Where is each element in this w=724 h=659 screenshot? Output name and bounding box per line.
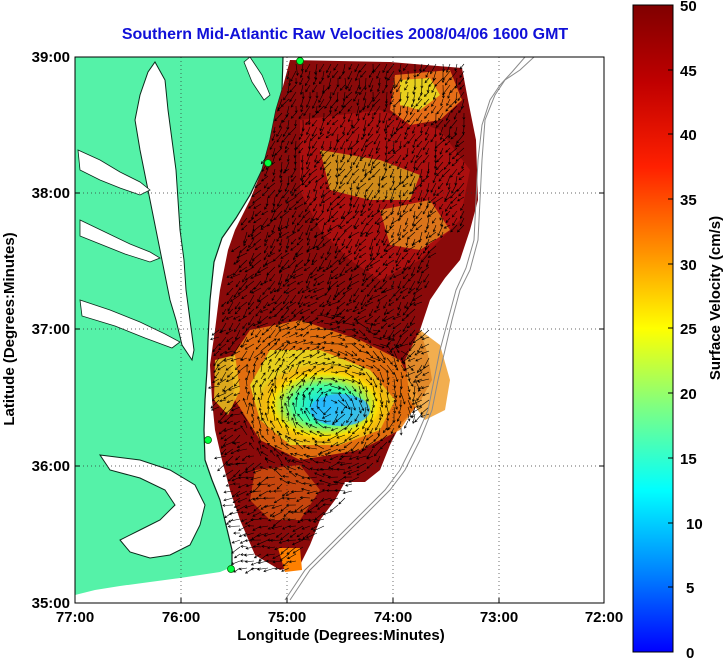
colorbar-tick-label: 25: [680, 321, 697, 338]
colorbar-tick-label: 5: [686, 580, 694, 597]
x-axis-label: Longitude (Degrees:Minutes): [237, 627, 445, 644]
y-tick-label: 35:00: [32, 595, 70, 612]
isobath-line: [284, 57, 526, 601]
isobath-line: [289, 57, 535, 601]
coastline: [203, 57, 284, 567]
x-tick-label: 77:00: [56, 609, 94, 626]
colorbar: [632, 4, 674, 653]
colorbar-ticks: [668, 4, 673, 653]
velocity-zone-yellow: [214, 355, 240, 415]
radar-site-marker: [227, 565, 235, 573]
colorbar-tick-label: 20: [680, 386, 697, 403]
delaware-bay: [243, 57, 271, 101]
velocity-zone-slow-core: [310, 394, 370, 426]
bay-tributary: [79, 219, 161, 263]
velocity-vector-arrows: [207, 63, 466, 574]
bay-tributary: [79, 299, 181, 349]
colorbar-tick-label: 15: [680, 451, 697, 468]
x-tick-label: 75:00: [268, 609, 306, 626]
y-tick-label: 37:00: [32, 321, 70, 338]
x-tick-label: 74:00: [374, 609, 412, 626]
x-tick-label: 72:00: [585, 609, 623, 626]
chesapeake-bay: [134, 61, 195, 362]
colorbar-tick-label: 10: [686, 516, 703, 533]
y-tick-label: 38:00: [32, 185, 70, 202]
colorbar-tick-label: 30: [680, 257, 697, 274]
pamlico-sound: [98, 454, 206, 559]
tick-marks: [75, 192, 604, 603]
plot-frame: [74, 56, 605, 604]
x-tick-label: 73:00: [480, 609, 518, 626]
velocity-vectors: [207, 63, 466, 574]
y-axis-label: Latitude (Degrees:Minutes): [1, 232, 18, 425]
grid: [75, 57, 604, 603]
radar-site-marker: [296, 57, 304, 65]
velocity-zone-orange: [405, 330, 450, 420]
colorbar-tick-label: 50: [680, 0, 697, 15]
colorbar-tick-label: 0: [686, 645, 694, 659]
y-tick-label: 39:00: [32, 49, 70, 66]
y-tick-label: 36:00: [32, 458, 70, 475]
colorbar-label: Surface Velocity (cm/s): [707, 216, 724, 380]
colorbar-tick-label: 45: [680, 63, 697, 80]
x-tick-label: 76:00: [162, 609, 200, 626]
bay-tributary: [77, 149, 151, 196]
map-title: Southern Mid-Atlantic Raw Velocities 200…: [122, 26, 569, 43]
colorbar-tick-label: 40: [680, 127, 697, 144]
radar-site-marker: [204, 436, 212, 444]
colorbar-tick-label: 35: [680, 192, 697, 209]
radar-site-marker: [264, 159, 272, 167]
